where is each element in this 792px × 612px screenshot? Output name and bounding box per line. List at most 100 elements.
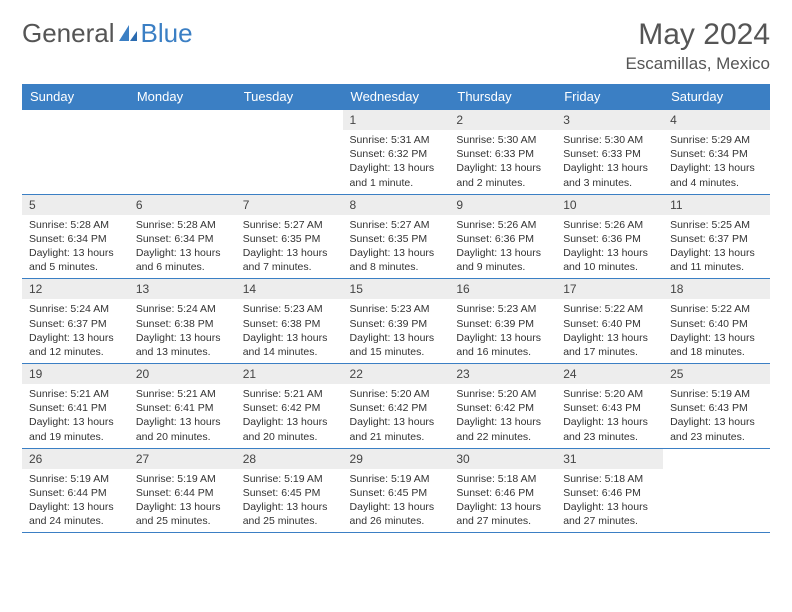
- calendar-cell: 8Sunrise: 5:27 AMSunset: 6:35 PMDaylight…: [343, 194, 450, 279]
- day-number-empty: [22, 110, 129, 130]
- day-info: Sunrise: 5:29 AMSunset: 6:34 PMDaylight:…: [663, 130, 770, 194]
- day-header: Tuesday: [236, 84, 343, 110]
- day-number: 5: [22, 195, 129, 215]
- day-info: Sunrise: 5:19 AMSunset: 6:45 PMDaylight:…: [236, 469, 343, 533]
- day-number: 15: [343, 279, 450, 299]
- calendar-cell: 22Sunrise: 5:20 AMSunset: 6:42 PMDayligh…: [343, 364, 450, 449]
- calendar-cell: 1Sunrise: 5:31 AMSunset: 6:32 PMDaylight…: [343, 110, 450, 195]
- sail-icon: [117, 23, 139, 45]
- calendar-cell: 5Sunrise: 5:28 AMSunset: 6:34 PMDaylight…: [22, 194, 129, 279]
- day-number: 7: [236, 195, 343, 215]
- calendar-cell: 30Sunrise: 5:18 AMSunset: 6:46 PMDayligh…: [449, 448, 556, 533]
- calendar-cell: 31Sunrise: 5:18 AMSunset: 6:46 PMDayligh…: [556, 448, 663, 533]
- day-number: 25: [663, 364, 770, 384]
- day-number: 20: [129, 364, 236, 384]
- day-number: 11: [663, 195, 770, 215]
- day-info: Sunrise: 5:23 AMSunset: 6:39 PMDaylight:…: [449, 299, 556, 363]
- day-info: Sunrise: 5:22 AMSunset: 6:40 PMDaylight:…: [663, 299, 770, 363]
- day-number: 31: [556, 449, 663, 469]
- calendar-cell: 9Sunrise: 5:26 AMSunset: 6:36 PMDaylight…: [449, 194, 556, 279]
- calendar-week: 26Sunrise: 5:19 AMSunset: 6:44 PMDayligh…: [22, 448, 770, 533]
- day-info: Sunrise: 5:21 AMSunset: 6:42 PMDaylight:…: [236, 384, 343, 448]
- day-info: Sunrise: 5:21 AMSunset: 6:41 PMDaylight:…: [129, 384, 236, 448]
- day-info: Sunrise: 5:25 AMSunset: 6:37 PMDaylight:…: [663, 215, 770, 279]
- calendar-week: 12Sunrise: 5:24 AMSunset: 6:37 PMDayligh…: [22, 279, 770, 364]
- calendar-cell: 25Sunrise: 5:19 AMSunset: 6:43 PMDayligh…: [663, 364, 770, 449]
- calendar-week: 19Sunrise: 5:21 AMSunset: 6:41 PMDayligh…: [22, 364, 770, 449]
- day-number: 4: [663, 110, 770, 130]
- calendar-week: 5Sunrise: 5:28 AMSunset: 6:34 PMDaylight…: [22, 194, 770, 279]
- calendar-cell: 11Sunrise: 5:25 AMSunset: 6:37 PMDayligh…: [663, 194, 770, 279]
- location: Escamillas, Mexico: [625, 54, 770, 74]
- day-number-empty: [129, 110, 236, 130]
- day-number: 18: [663, 279, 770, 299]
- day-number: 9: [449, 195, 556, 215]
- day-number: 12: [22, 279, 129, 299]
- day-info: Sunrise: 5:19 AMSunset: 6:45 PMDaylight:…: [343, 469, 450, 533]
- day-number: 6: [129, 195, 236, 215]
- day-info: Sunrise: 5:18 AMSunset: 6:46 PMDaylight:…: [556, 469, 663, 533]
- day-number: 28: [236, 449, 343, 469]
- day-header: Sunday: [22, 84, 129, 110]
- day-info: Sunrise: 5:20 AMSunset: 6:42 PMDaylight:…: [449, 384, 556, 448]
- day-info: Sunrise: 5:24 AMSunset: 6:38 PMDaylight:…: [129, 299, 236, 363]
- calendar-cell: 28Sunrise: 5:19 AMSunset: 6:45 PMDayligh…: [236, 448, 343, 533]
- day-header: Thursday: [449, 84, 556, 110]
- logo-text-2: Blue: [141, 18, 193, 49]
- logo-text-1: General: [22, 18, 115, 49]
- day-info: Sunrise: 5:27 AMSunset: 6:35 PMDaylight:…: [343, 215, 450, 279]
- calendar-cell: [236, 110, 343, 195]
- calendar-week: 1Sunrise: 5:31 AMSunset: 6:32 PMDaylight…: [22, 110, 770, 195]
- day-header: Friday: [556, 84, 663, 110]
- day-header: Wednesday: [343, 84, 450, 110]
- day-number: 2: [449, 110, 556, 130]
- day-number: 10: [556, 195, 663, 215]
- calendar-cell: 21Sunrise: 5:21 AMSunset: 6:42 PMDayligh…: [236, 364, 343, 449]
- calendar-cell: 24Sunrise: 5:20 AMSunset: 6:43 PMDayligh…: [556, 364, 663, 449]
- day-info: Sunrise: 5:18 AMSunset: 6:46 PMDaylight:…: [449, 469, 556, 533]
- calendar-cell: 14Sunrise: 5:23 AMSunset: 6:38 PMDayligh…: [236, 279, 343, 364]
- day-number: 14: [236, 279, 343, 299]
- day-number: 1: [343, 110, 450, 130]
- calendar-cell: 26Sunrise: 5:19 AMSunset: 6:44 PMDayligh…: [22, 448, 129, 533]
- day-info: Sunrise: 5:19 AMSunset: 6:43 PMDaylight:…: [663, 384, 770, 448]
- day-header-row: SundayMondayTuesdayWednesdayThursdayFrid…: [22, 84, 770, 110]
- calendar-cell: 3Sunrise: 5:30 AMSunset: 6:33 PMDaylight…: [556, 110, 663, 195]
- day-info: Sunrise: 5:19 AMSunset: 6:44 PMDaylight:…: [129, 469, 236, 533]
- day-info: Sunrise: 5:22 AMSunset: 6:40 PMDaylight:…: [556, 299, 663, 363]
- day-number: 3: [556, 110, 663, 130]
- day-number: 29: [343, 449, 450, 469]
- calendar-cell: 29Sunrise: 5:19 AMSunset: 6:45 PMDayligh…: [343, 448, 450, 533]
- day-header: Monday: [129, 84, 236, 110]
- day-number-empty: [663, 449, 770, 469]
- day-info: Sunrise: 5:24 AMSunset: 6:37 PMDaylight:…: [22, 299, 129, 363]
- day-number: 21: [236, 364, 343, 384]
- day-number: 27: [129, 449, 236, 469]
- day-number: 19: [22, 364, 129, 384]
- calendar-cell: 20Sunrise: 5:21 AMSunset: 6:41 PMDayligh…: [129, 364, 236, 449]
- day-info: Sunrise: 5:20 AMSunset: 6:43 PMDaylight:…: [556, 384, 663, 448]
- calendar-cell: 17Sunrise: 5:22 AMSunset: 6:40 PMDayligh…: [556, 279, 663, 364]
- day-info: Sunrise: 5:26 AMSunset: 6:36 PMDaylight:…: [449, 215, 556, 279]
- calendar-cell: 10Sunrise: 5:26 AMSunset: 6:36 PMDayligh…: [556, 194, 663, 279]
- calendar-cell: 2Sunrise: 5:30 AMSunset: 6:33 PMDaylight…: [449, 110, 556, 195]
- calendar-cell: 6Sunrise: 5:28 AMSunset: 6:34 PMDaylight…: [129, 194, 236, 279]
- calendar-cell: 4Sunrise: 5:29 AMSunset: 6:34 PMDaylight…: [663, 110, 770, 195]
- day-info: Sunrise: 5:27 AMSunset: 6:35 PMDaylight:…: [236, 215, 343, 279]
- day-info: Sunrise: 5:20 AMSunset: 6:42 PMDaylight:…: [343, 384, 450, 448]
- day-number: 23: [449, 364, 556, 384]
- day-info: Sunrise: 5:28 AMSunset: 6:34 PMDaylight:…: [129, 215, 236, 279]
- day-number: 17: [556, 279, 663, 299]
- calendar-cell: 13Sunrise: 5:24 AMSunset: 6:38 PMDayligh…: [129, 279, 236, 364]
- day-info: Sunrise: 5:23 AMSunset: 6:39 PMDaylight:…: [343, 299, 450, 363]
- day-info: Sunrise: 5:28 AMSunset: 6:34 PMDaylight:…: [22, 215, 129, 279]
- calendar-cell: 16Sunrise: 5:23 AMSunset: 6:39 PMDayligh…: [449, 279, 556, 364]
- calendar-cell: 27Sunrise: 5:19 AMSunset: 6:44 PMDayligh…: [129, 448, 236, 533]
- calendar-cell: 7Sunrise: 5:27 AMSunset: 6:35 PMDaylight…: [236, 194, 343, 279]
- day-info: Sunrise: 5:21 AMSunset: 6:41 PMDaylight:…: [22, 384, 129, 448]
- calendar-cell: 12Sunrise: 5:24 AMSunset: 6:37 PMDayligh…: [22, 279, 129, 364]
- day-number: 13: [129, 279, 236, 299]
- calendar-cell: 23Sunrise: 5:20 AMSunset: 6:42 PMDayligh…: [449, 364, 556, 449]
- day-number: 16: [449, 279, 556, 299]
- calendar-cell: [22, 110, 129, 195]
